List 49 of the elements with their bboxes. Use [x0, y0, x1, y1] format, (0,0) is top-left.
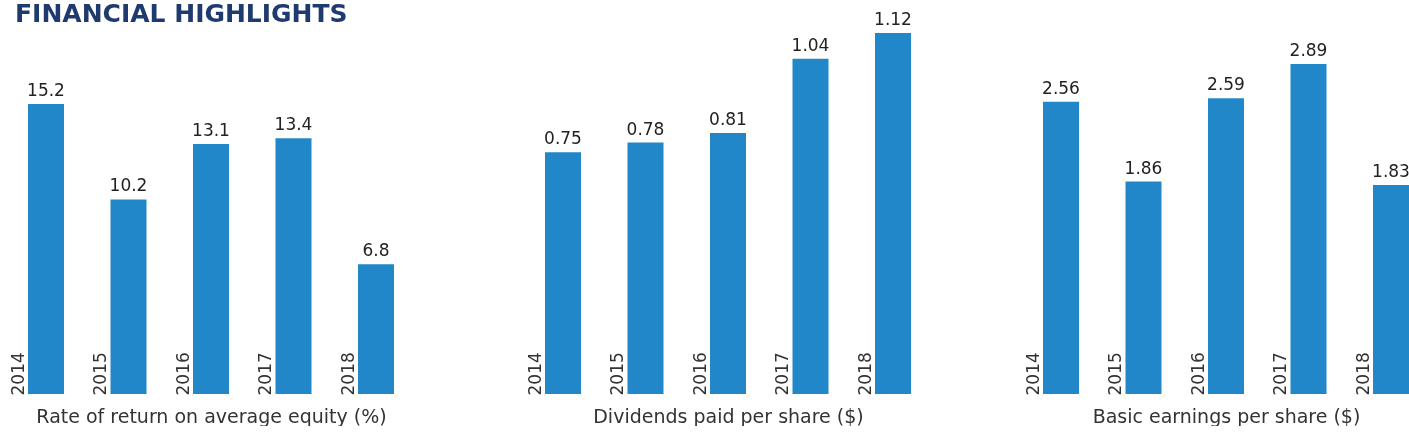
- data-label: 2.56: [1042, 77, 1080, 98]
- x-tick-label: 2016: [172, 352, 193, 396]
- bar: [275, 138, 312, 394]
- data-label: 6.8: [362, 240, 390, 261]
- x-axis-title: Rate of return on average equity (%): [36, 404, 387, 427]
- x-tick-label: 2014: [1022, 352, 1043, 396]
- bar: [1043, 101, 1079, 394]
- x-tick-label: 2015: [607, 352, 627, 396]
- data-label: 0.78: [626, 118, 665, 139]
- x-tick-label: 2016: [1187, 352, 1208, 396]
- x-tick-label: 2017: [255, 352, 275, 396]
- chart-title: FINANCIAL HIGHLIGHTS: [15, 0, 348, 28]
- data-label: 1.83: [1372, 161, 1409, 182]
- bar: [1125, 181, 1162, 394]
- x-tick-label: 2016: [689, 352, 710, 396]
- bar: [545, 152, 581, 394]
- x-tick-label: 2015: [90, 352, 110, 396]
- data-label: 0.75: [544, 128, 582, 149]
- bar: [358, 264, 394, 394]
- x-tick-label: 2017: [772, 352, 792, 396]
- x-tick-label: 2018: [854, 352, 875, 396]
- bar: [1290, 64, 1327, 394]
- bar: [193, 144, 229, 394]
- x-axis-title: Basic earnings per share ($): [1092, 404, 1361, 427]
- data-label: 2.59: [1207, 74, 1245, 95]
- x-tick-label: 2018: [1352, 352, 1373, 396]
- x-tick-label: 2014: [524, 352, 545, 396]
- x-tick-label: 2018: [337, 352, 358, 396]
- data-label: 1.12: [874, 9, 912, 29]
- x-tick-label: 2015: [1105, 352, 1125, 396]
- data-label: 1.04: [791, 34, 830, 55]
- bar: [1373, 185, 1409, 394]
- x-tick-label: 2017: [1270, 352, 1290, 396]
- bar: [110, 199, 147, 394]
- bar: [28, 104, 64, 394]
- bar: [792, 58, 829, 394]
- data-label: 10.2: [109, 175, 148, 196]
- x-axis-title: Dividends paid per share ($): [593, 404, 864, 427]
- bar: [1208, 98, 1244, 394]
- data-label: 13.4: [274, 114, 313, 135]
- data-label: 15.2: [27, 80, 65, 100]
- x-tick-label: 2014: [7, 352, 28, 396]
- data-label: 1.86: [1124, 157, 1163, 178]
- data-label: 13.1: [192, 120, 230, 141]
- data-label: 2.89: [1289, 40, 1328, 60]
- bar: [710, 132, 746, 394]
- bar: [627, 142, 664, 394]
- data-label: 0.81: [709, 108, 747, 129]
- bar: [875, 33, 911, 394]
